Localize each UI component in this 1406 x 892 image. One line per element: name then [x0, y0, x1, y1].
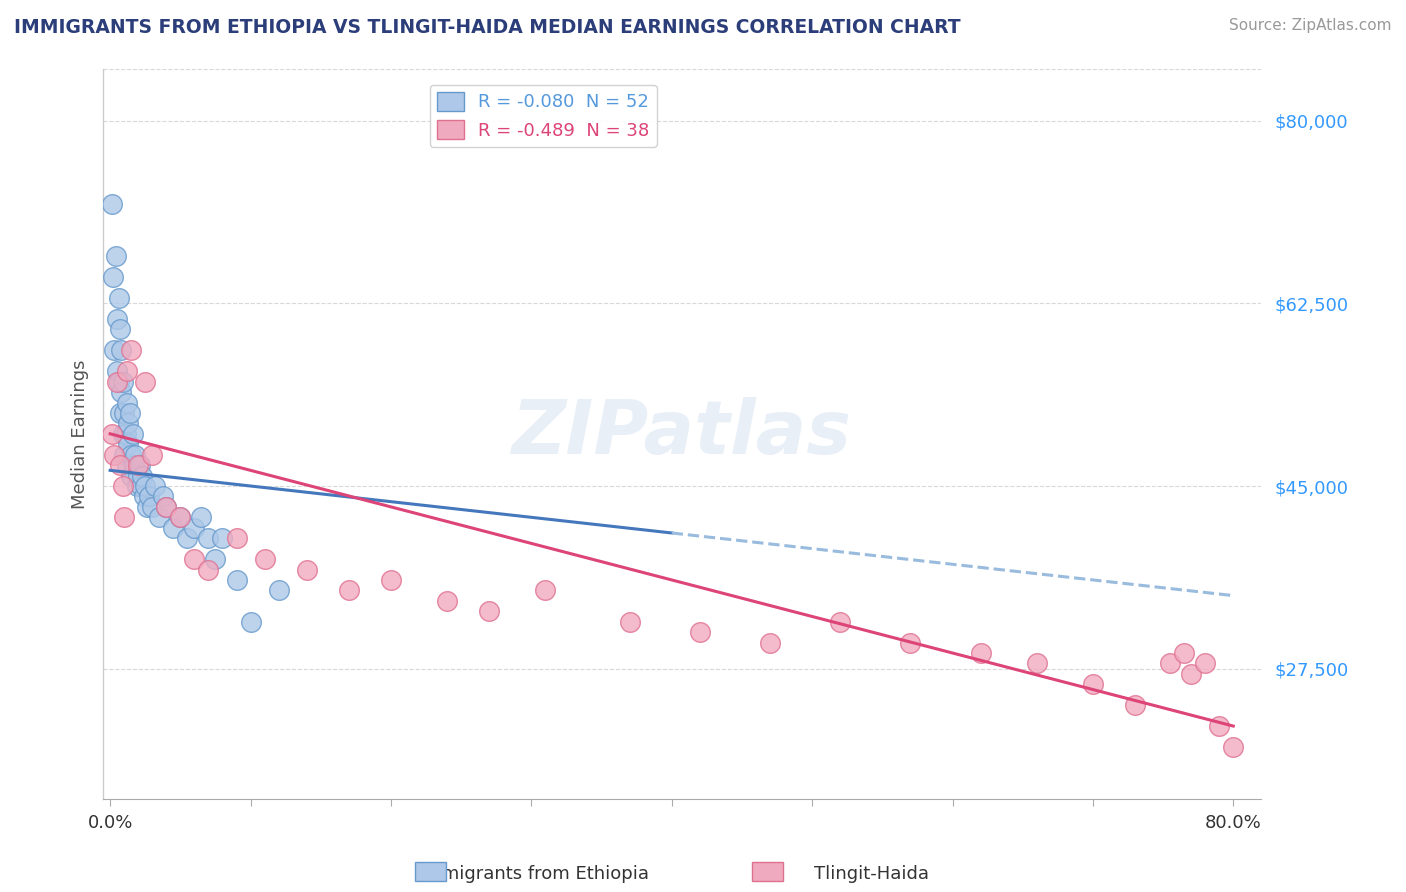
- Point: [105, 312, 128, 326]
- Point: [117, 417, 139, 431]
- Text: ZIPatlas: ZIPatlas: [512, 397, 852, 470]
- Point: [1208, 719, 1230, 733]
- Point: [128, 458, 150, 472]
- Point: [197, 562, 219, 576]
- Text: IMMIGRANTS FROM ETHIOPIA VS TLINGIT-HAIDA MEDIAN EARNINGS CORRELATION CHART: IMMIGRANTS FROM ETHIOPIA VS TLINGIT-HAID…: [14, 18, 960, 37]
- Point: [689, 625, 711, 640]
- Point: [162, 521, 184, 535]
- Point: [107, 375, 129, 389]
- Point: [969, 646, 991, 660]
- Point: [111, 479, 134, 493]
- Point: [100, 197, 122, 211]
- Point: [115, 364, 138, 378]
- Point: [110, 385, 132, 400]
- Point: [120, 343, 142, 358]
- Point: [125, 479, 148, 493]
- Point: [169, 510, 191, 524]
- Point: [103, 343, 125, 358]
- Point: [104, 249, 127, 263]
- Point: [127, 468, 149, 483]
- Point: [131, 468, 153, 483]
- Point: [478, 604, 501, 618]
- Point: [1081, 677, 1104, 691]
- Point: [103, 448, 125, 462]
- Point: [105, 364, 128, 378]
- Point: [155, 500, 177, 514]
- Point: [1194, 657, 1216, 671]
- Point: [267, 583, 290, 598]
- Point: [190, 510, 212, 524]
- Point: [155, 500, 177, 514]
- Point: [900, 635, 922, 649]
- Point: [138, 490, 160, 504]
- Point: [1222, 739, 1244, 754]
- Point: [197, 531, 219, 545]
- Point: [108, 458, 131, 472]
- Text: Tlingit-Haida: Tlingit-Haida: [814, 865, 929, 883]
- Point: [134, 375, 156, 389]
- Point: [148, 510, 170, 524]
- Point: [115, 458, 138, 472]
- Point: [141, 500, 163, 514]
- Point: [295, 562, 318, 576]
- Point: [225, 573, 247, 587]
- Point: [1123, 698, 1146, 713]
- Point: [143, 479, 166, 493]
- Point: [1180, 666, 1202, 681]
- Point: [111, 426, 134, 441]
- Point: [169, 510, 191, 524]
- Point: [129, 479, 152, 493]
- Point: [183, 552, 205, 566]
- Point: [380, 573, 402, 587]
- Point: [337, 583, 360, 598]
- Point: [101, 270, 124, 285]
- Point: [120, 468, 142, 483]
- Text: Source: ZipAtlas.com: Source: ZipAtlas.com: [1229, 18, 1392, 33]
- Point: [110, 343, 132, 358]
- Point: [141, 448, 163, 462]
- Point: [108, 406, 131, 420]
- Point: [1159, 657, 1181, 671]
- Point: [135, 500, 157, 514]
- Point: [176, 531, 198, 545]
- Point: [534, 583, 557, 598]
- Point: [108, 322, 131, 336]
- Point: [120, 448, 142, 462]
- Y-axis label: Median Earnings: Median Earnings: [72, 359, 89, 508]
- Point: [132, 490, 155, 504]
- Point: [105, 375, 128, 389]
- Point: [204, 552, 226, 566]
- Point: [127, 458, 149, 472]
- Point: [114, 426, 136, 441]
- Legend: R = -0.080  N = 52, R = -0.489  N = 38: R = -0.080 N = 52, R = -0.489 N = 38: [430, 85, 657, 147]
- Point: [112, 510, 135, 524]
- Point: [253, 552, 276, 566]
- Point: [107, 291, 129, 305]
- Text: Immigrants from Ethiopia: Immigrants from Ethiopia: [419, 865, 650, 883]
- Point: [759, 635, 782, 649]
- Point: [1025, 657, 1047, 671]
- Point: [115, 395, 138, 409]
- Point: [121, 426, 143, 441]
- Point: [117, 437, 139, 451]
- Point: [122, 458, 145, 472]
- Point: [152, 490, 174, 504]
- Point: [1173, 646, 1195, 660]
- Point: [112, 406, 135, 420]
- Point: [619, 615, 641, 629]
- Point: [211, 531, 233, 545]
- Point: [124, 448, 146, 462]
- Point: [436, 594, 458, 608]
- Point: [100, 426, 122, 441]
- Point: [830, 615, 852, 629]
- Point: [225, 531, 247, 545]
- Point: [134, 479, 156, 493]
- Point: [111, 375, 134, 389]
- Point: [112, 448, 135, 462]
- Point: [183, 521, 205, 535]
- Point: [239, 615, 262, 629]
- Point: [118, 406, 141, 420]
